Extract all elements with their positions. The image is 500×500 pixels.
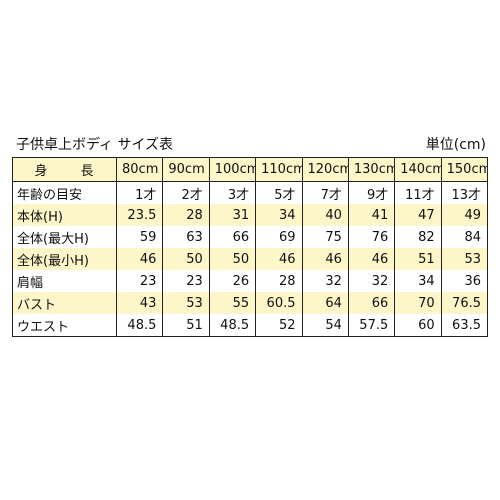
table-cell: 32 (302, 270, 348, 292)
column-header: 120cm (302, 158, 348, 182)
column-header: 100cm (209, 158, 255, 182)
table-cell: 59 (117, 226, 163, 248)
table-cell: 46 (256, 248, 302, 270)
table-cell: 23 (163, 270, 209, 292)
table-cell: 43 (117, 292, 163, 314)
column-header: 90cm (163, 158, 209, 182)
table-row: 肩幅2323262832323436 (13, 270, 488, 292)
table-cell: 23 (117, 270, 163, 292)
table-cell: 48.5 (117, 314, 163, 337)
table-cell: 9才 (348, 182, 394, 205)
height-header: 身 長 (13, 158, 117, 182)
table-row: 全体(最小H)4650504646465153 (13, 248, 488, 270)
table-cell: 63.5 (441, 314, 487, 337)
table-row: 本体(H)23.528313440414749 (13, 204, 488, 226)
table-cell: 28 (256, 270, 302, 292)
table-cell: 57.5 (348, 314, 394, 337)
table-cell: 60.5 (256, 292, 302, 314)
table-cell: 51 (395, 248, 441, 270)
row-label: ウエスト (13, 314, 117, 337)
table-cell: 63 (163, 226, 209, 248)
table-cell: 48.5 (209, 314, 255, 337)
column-header: 150cm (441, 158, 487, 182)
row-label: 肩幅 (13, 270, 117, 292)
column-header: 110cm (256, 158, 302, 182)
row-label: 年齢の目安 (13, 182, 117, 205)
table-row: ウエスト48.55148.5525457.56063.5 (13, 314, 488, 337)
table-cell: 32 (348, 270, 394, 292)
table-cell: 36 (441, 270, 487, 292)
unit-label: 単位(cm) (426, 134, 486, 154)
table-cell: 69 (256, 226, 302, 248)
row-label: バスト (13, 292, 117, 314)
table-cell: 1才 (117, 182, 163, 205)
table-cell: 11才 (395, 182, 441, 205)
table-cell: 64 (302, 292, 348, 314)
table-cell: 47 (395, 204, 441, 226)
table-cell: 46 (302, 248, 348, 270)
table-cell: 50 (209, 248, 255, 270)
table-cell: 46 (117, 248, 163, 270)
table-cell: 5才 (256, 182, 302, 205)
table-cell: 82 (395, 226, 441, 248)
table-cell: 34 (395, 270, 441, 292)
column-header: 80cm (117, 158, 163, 182)
table-cell: 49 (441, 204, 487, 226)
size-table: 身 長 80cm 90cm 100cm 110cm 120cm 130cm 14… (12, 157, 488, 337)
table-body: 年齢の目安1才2才3才5才7才9才11才13才本体(H)23.528313440… (13, 182, 488, 337)
table-cell: 84 (441, 226, 487, 248)
row-label: 全体(最小H) (13, 248, 117, 270)
table-cell: 46 (348, 248, 394, 270)
table-cell: 66 (209, 226, 255, 248)
table-row: バスト43535560.564667076.5 (13, 292, 488, 314)
table-cell: 13才 (441, 182, 487, 205)
table-cell: 7才 (302, 182, 348, 205)
table-cell: 28 (163, 204, 209, 226)
table-cell: 54 (302, 314, 348, 337)
table-cell: 60 (395, 314, 441, 337)
chart-title: 子供卓上ボディ サイズ表 (16, 134, 173, 154)
table-cell: 76 (348, 226, 394, 248)
table-cell: 26 (209, 270, 255, 292)
table-row: 全体(最大H)5963666975768284 (13, 226, 488, 248)
table-cell: 51 (163, 314, 209, 337)
row-label: 全体(最大H) (13, 226, 117, 248)
column-header: 140cm (395, 158, 441, 182)
column-header: 130cm (348, 158, 394, 182)
table-cell: 3才 (209, 182, 255, 205)
table-cell: 40 (302, 204, 348, 226)
table-cell: 23.5 (117, 204, 163, 226)
table-cell: 53 (163, 292, 209, 314)
table-cell: 31 (209, 204, 255, 226)
table-cell: 53 (441, 248, 487, 270)
table-cell: 34 (256, 204, 302, 226)
table-cell: 52 (256, 314, 302, 337)
table-cell: 76.5 (441, 292, 487, 314)
table-cell: 75 (302, 226, 348, 248)
table-row: 年齢の目安1才2才3才5才7才9才11才13才 (13, 182, 488, 205)
header-row: 身 長 80cm 90cm 100cm 110cm 120cm 130cm 14… (13, 158, 488, 182)
row-label: 本体(H) (13, 204, 117, 226)
table-cell: 70 (395, 292, 441, 314)
table-cell: 2才 (163, 182, 209, 205)
table-cell: 66 (348, 292, 394, 314)
table-cell: 50 (163, 248, 209, 270)
table-cell: 41 (348, 204, 394, 226)
table-cell: 55 (209, 292, 255, 314)
